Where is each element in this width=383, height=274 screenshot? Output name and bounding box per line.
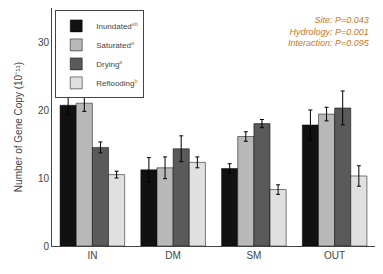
- svg-text:DM: DM: [165, 250, 181, 261]
- svg-text:30: 30: [38, 37, 50, 48]
- svg-text:Inundated​ab​: Inundated​ab​: [96, 21, 138, 31]
- svg-text:Saturated​a​: Saturated​a​: [96, 40, 135, 50]
- svg-text:Drying​a​: Drying​a​: [96, 59, 123, 69]
- svg-text:20: 20: [38, 105, 50, 116]
- svg-text:0: 0: [43, 241, 49, 252]
- svg-text:Reflooding​b​: Reflooding​b​: [96, 78, 137, 88]
- svg-text:Number of Gene Copy (10⁻¹¹): Number of Gene Copy (10⁻¹¹): [13, 62, 24, 192]
- svg-text:IN: IN: [87, 250, 97, 261]
- svg-text:SM: SM: [246, 250, 261, 261]
- svg-text:OUT: OUT: [324, 250, 345, 261]
- svg-text:10: 10: [38, 173, 50, 184]
- svg-text:Site: P=0.043Hydrology: P=0.00: Site: P=0.043Hydrology: P=0.001Interacti…: [288, 15, 370, 48]
